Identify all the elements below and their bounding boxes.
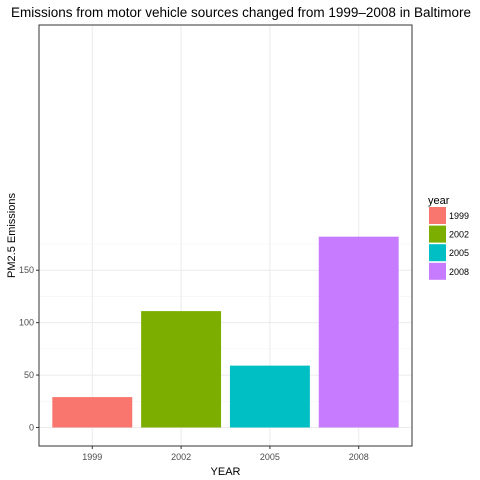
legend-swatch-2005 [429,244,446,262]
y-tick-label: 150 [19,265,34,275]
legend-title: year [428,195,450,207]
chart-title: Emissions from motor vehicle sources cha… [11,5,471,20]
x-tick-label: 2005 [260,452,280,462]
legend-swatch-2002 [429,225,446,243]
x-tick-label: 2002 [171,452,191,462]
y-tick-label: 50 [24,370,34,380]
legend-label-2005: 2005 [449,248,469,258]
panel-border [38,24,413,447]
legend: year 1999 2002 2005 2008 [428,195,469,280]
legend-swatch-1999 [429,207,446,224]
bars [52,236,399,428]
x-tick-label: 2008 [349,452,369,462]
legend-label-1999: 1999 [449,211,469,221]
x-tick-label: 1999 [82,452,102,462]
bar-2002 [141,311,222,428]
bar-1999 [52,397,133,428]
y-axis: 0 50 100 150 [19,265,39,433]
legend-label-2008: 2008 [449,267,469,277]
bar-2005 [229,365,310,428]
x-axis: 1999 2002 2005 2008 [82,446,369,462]
y-tick-label: 100 [19,318,34,328]
y-axis-title: PM2.5 Emissions [6,193,18,278]
y-tick-label: 0 [29,423,34,433]
legend-swatch-2008 [429,262,446,280]
legend-label-2002: 2002 [449,230,469,240]
x-axis-title: YEAR [211,466,241,478]
bar-2008 [318,236,399,428]
